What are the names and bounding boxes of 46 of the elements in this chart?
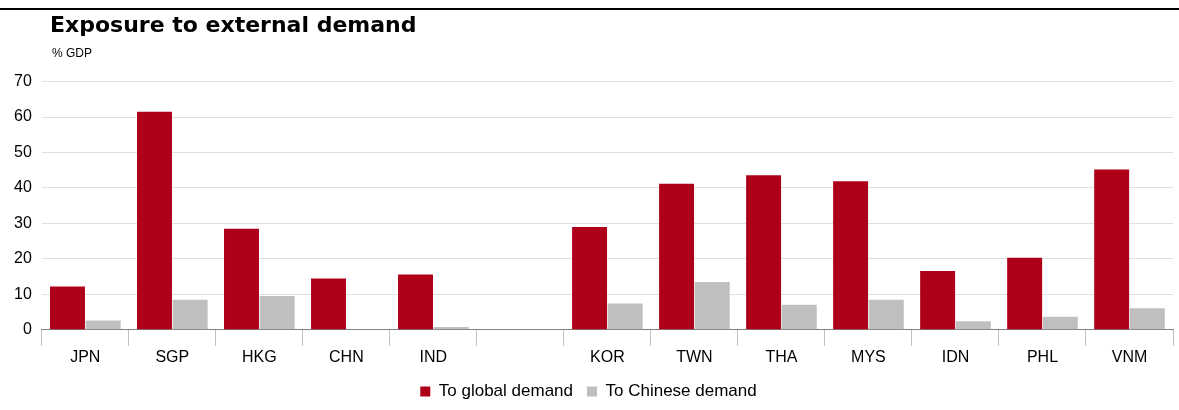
x-tick-label: MYS — [851, 347, 886, 365]
bar — [833, 181, 869, 330]
x-tick-label: TWN — [676, 347, 713, 365]
bar — [1042, 316, 1078, 330]
y-tick-label: 50 — [14, 142, 32, 160]
y-tick-label: 10 — [14, 284, 32, 302]
bar — [920, 270, 956, 330]
bar — [607, 303, 643, 330]
bar — [868, 299, 904, 330]
y-tick-label: 20 — [14, 249, 32, 267]
bar — [694, 281, 730, 330]
y-axis-title: % GDP — [52, 46, 93, 60]
bar — [311, 278, 346, 330]
bar — [1007, 257, 1043, 330]
bar — [259, 296, 295, 330]
x-tick-label: PHL — [1026, 347, 1059, 365]
x-tick-label: THA — [765, 347, 798, 365]
x-tick-label: VNM — [1111, 347, 1148, 365]
legend-label: To Chinese demand — [605, 381, 757, 401]
y-tick-label: 70 — [14, 72, 32, 90]
y-tick-label: 60 — [14, 107, 32, 125]
bar — [955, 321, 991, 330]
y-tick-label: 40 — [14, 178, 32, 196]
legend-label: To global demand — [438, 381, 574, 401]
x-tick-label: IDN — [941, 347, 970, 365]
bar — [137, 111, 172, 330]
bar — [172, 299, 208, 330]
x-tick-label: KOR — [590, 347, 625, 365]
x-tick-label: SGP — [155, 347, 190, 365]
bar — [746, 175, 782, 330]
y-tick-label: 30 — [14, 213, 32, 231]
bar — [1129, 308, 1165, 330]
y-tick-label: 0 — [22, 320, 32, 338]
bar — [224, 228, 259, 330]
bar — [572, 226, 608, 330]
x-tick-label: IND — [419, 347, 448, 365]
x-tick-label: CHN — [329, 347, 364, 365]
bar — [781, 304, 817, 330]
bar — [398, 274, 434, 330]
bar — [49, 286, 85, 330]
bar — [1094, 169, 1130, 330]
x-tick-label: HKG — [242, 347, 277, 365]
chart-title: Exposure to external demand — [50, 12, 417, 37]
bar — [659, 183, 695, 330]
bar — [85, 320, 121, 330]
x-tick-label: JPN — [70, 347, 101, 365]
